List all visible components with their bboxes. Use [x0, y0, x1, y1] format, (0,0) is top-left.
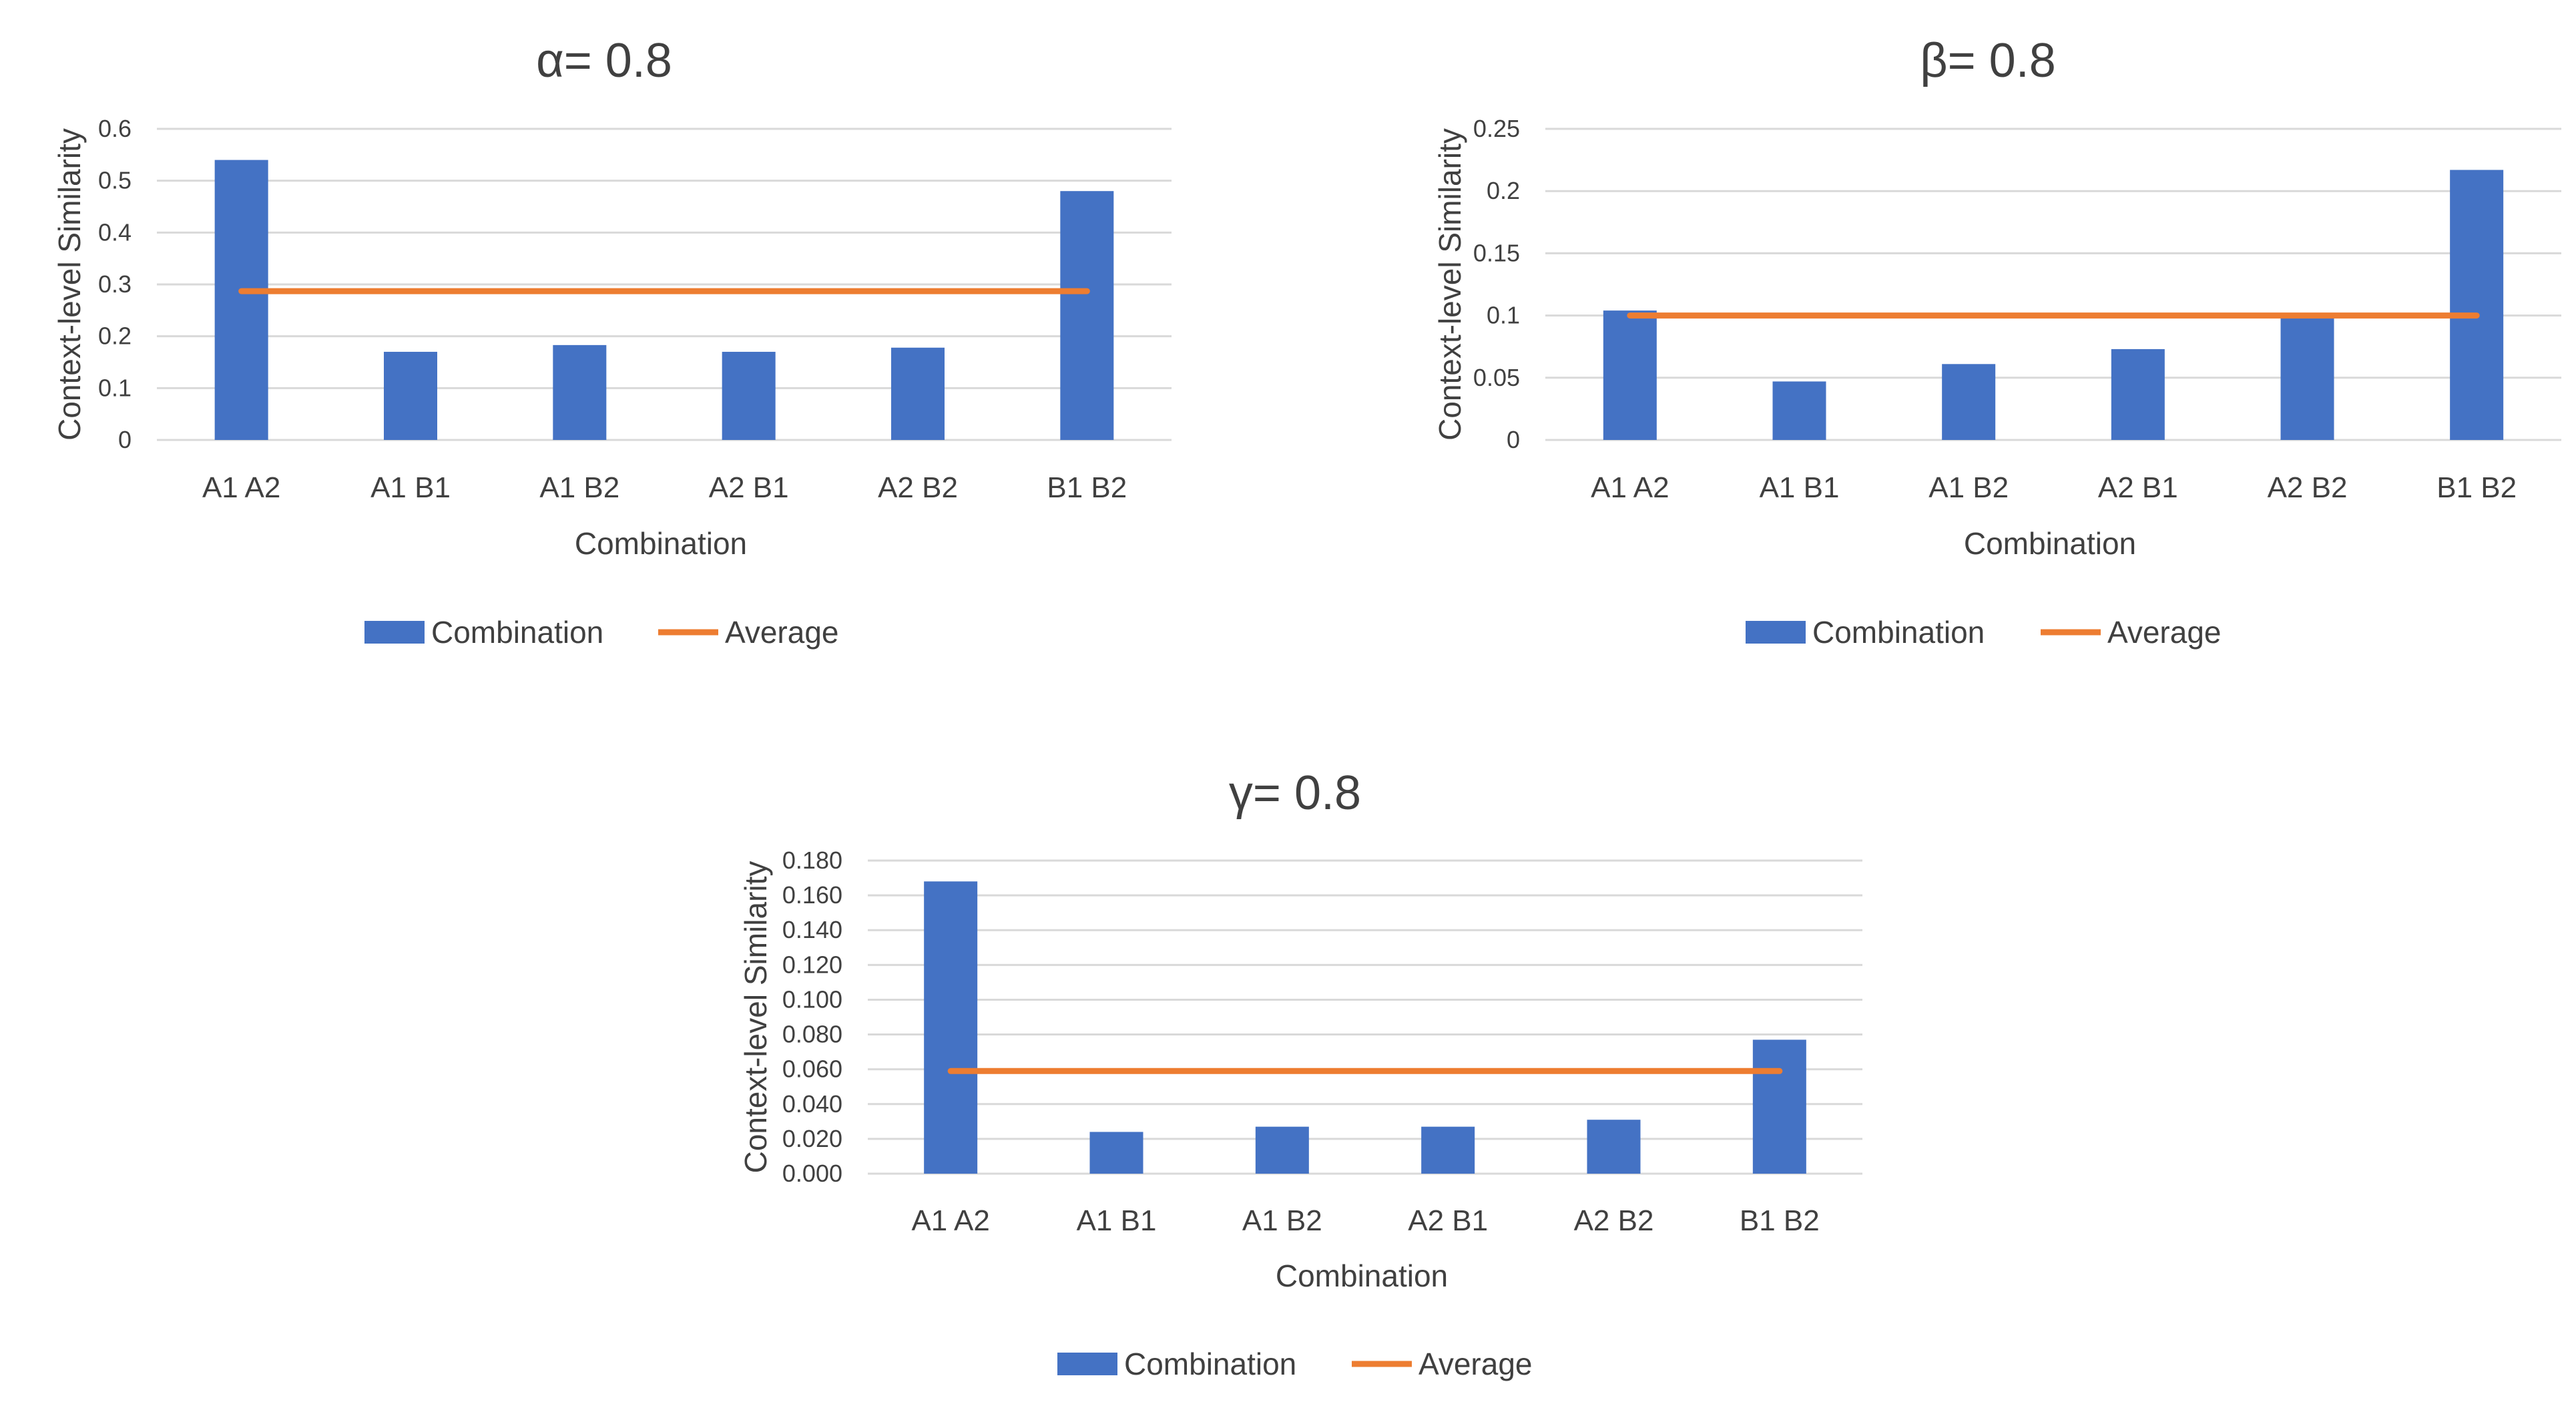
legend-label-average: Average [1419, 1347, 1533, 1381]
y-axis-label: Context-level Similarity [1433, 128, 1467, 441]
y-tick-label: 0.120 [782, 951, 842, 978]
x-tick-label: A1 A2 [1591, 471, 1669, 504]
y-tick-label: 0.060 [782, 1055, 842, 1083]
bar [1752, 1039, 1806, 1174]
x-tick-label: A2 B1 [1408, 1204, 1488, 1237]
bar [1060, 191, 1114, 440]
y-tick-label: 0.15 [1473, 239, 1520, 266]
chart-alpha: α= 0.8 0 0.1 0.2 0.3 0.4 0.5 0.6 A1 A2 A1 B1 A1 B2… [52, 34, 1172, 650]
x-tick-label: A1 B2 [1928, 471, 2009, 504]
bar [214, 160, 268, 440]
y-tick-label: 0.3 [98, 270, 132, 298]
legend-swatch-combination [364, 621, 425, 644]
x-tick-label: B1 B2 [1047, 471, 1127, 504]
bar [2280, 315, 2334, 440]
y-axis-label: Context-level Similarity [738, 861, 773, 1174]
y-tick-label: 0.05 [1473, 364, 1520, 391]
bar [1772, 381, 1826, 440]
x-tick-label: A1 B1 [1760, 471, 1840, 504]
y-tick-label: 0.020 [782, 1125, 842, 1152]
x-tick-label: A1 B2 [539, 471, 619, 504]
x-tick-label: A1 A2 [202, 471, 280, 504]
y-tick-label: 0.6 [98, 115, 132, 142]
bar [1587, 1120, 1641, 1174]
x-tick-label: A1 B1 [1077, 1204, 1157, 1237]
y-tick-label: 0.2 [98, 322, 132, 350]
x-tick-label: A1 B2 [1242, 1204, 1322, 1237]
x-tick-label: A1 A2 [911, 1204, 989, 1237]
x-tick-label: B1 B2 [2436, 471, 2517, 504]
y-tick-label: 0.040 [782, 1090, 842, 1118]
legend-label-combination: Combination [1812, 615, 1985, 650]
y-tick-label: 0.25 [1473, 115, 1520, 142]
bar [2111, 348, 2165, 440]
y-tick-label: 0.080 [782, 1021, 842, 1048]
bar [1421, 1126, 1475, 1174]
y-tick-label: 0 [1507, 426, 1520, 453]
legend-swatch-combination [1746, 621, 1806, 644]
legend-label-average: Average [2107, 615, 2222, 650]
y-tick-label: 0.2 [1487, 177, 1520, 204]
chart-beta: β= 0.8 0 0.05 0.1 0.15 0.2 0.25 A1 A2 A1 B1 A1 B2… [1433, 34, 2561, 650]
bar [1089, 1132, 1143, 1174]
y-tick-label: 0.5 [98, 167, 132, 194]
bar [553, 344, 607, 440]
y-tick-label: 0.4 [98, 218, 132, 246]
bar [1255, 1126, 1309, 1174]
legend-swatch-combination [1057, 1353, 1117, 1375]
x-axis-label: Combination [575, 526, 747, 561]
legend-label-combination: Combination [431, 615, 603, 650]
x-axis-label: Combination [1964, 526, 2136, 561]
x-tick-label: A2 B2 [1574, 1204, 1654, 1237]
x-tick-label: A2 B1 [2098, 471, 2178, 504]
chart-title: α= 0.8 [536, 34, 672, 87]
legend-label-average: Average [725, 615, 839, 650]
chart-gamma: γ= 0.8 0.000 0.020 0.040 0.060 0.080 0.100 0.12… [738, 766, 1862, 1381]
x-tick-label: B1 B2 [1740, 1204, 1820, 1237]
chart-title: γ= 0.8 [1229, 766, 1361, 820]
legend-label-combination: Combination [1124, 1347, 1296, 1381]
y-axis-label: Context-level Similarity [52, 128, 87, 441]
x-tick-label: A2 B1 [709, 471, 789, 504]
y-tick-label: 0.1 [98, 374, 132, 401]
bar [1942, 364, 1996, 440]
x-axis-label: Combination [1276, 1258, 1448, 1293]
bar [2450, 170, 2504, 440]
y-tick-label: 0.180 [782, 847, 842, 874]
chart-title: β= 0.8 [1920, 34, 2056, 87]
x-tick-label: A2 B2 [2268, 471, 2348, 504]
bar [384, 351, 437, 440]
y-tick-label: 0.1 [1487, 302, 1520, 329]
y-tick-label: 0.100 [782, 985, 842, 1013]
bar [1603, 310, 1657, 440]
y-tick-label: 0.160 [782, 881, 842, 909]
bar [722, 351, 776, 440]
bar [891, 347, 945, 440]
x-tick-label: A1 B1 [370, 471, 451, 504]
bar [924, 881, 978, 1174]
y-tick-label: 0.000 [782, 1160, 842, 1187]
y-tick-label: 0.140 [782, 916, 842, 943]
x-tick-label: A2 B2 [878, 471, 958, 504]
y-tick-label: 0 [118, 426, 132, 453]
